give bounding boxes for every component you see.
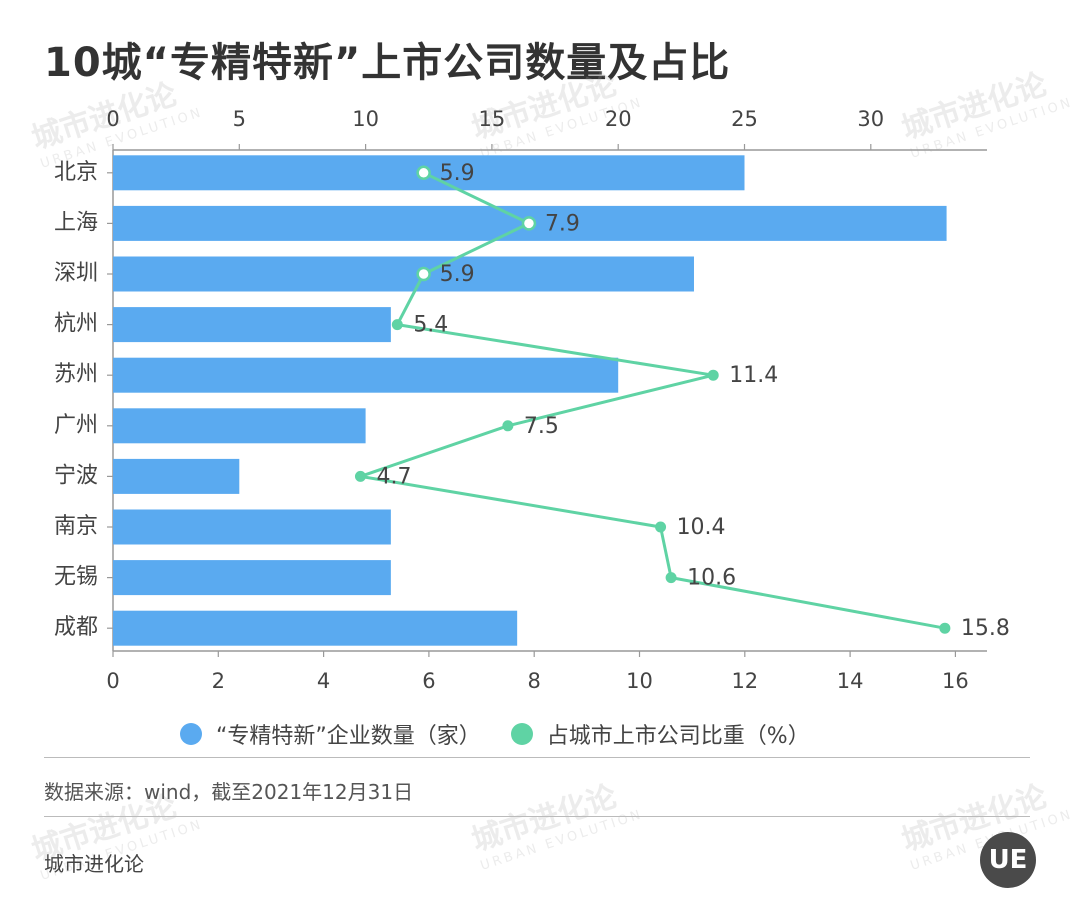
- bar: [113, 307, 391, 343]
- bottom-axis-tick-label: 4: [317, 669, 330, 693]
- bottom-axis-tick-label: 8: [528, 669, 541, 693]
- brand-logo: UE: [980, 832, 1036, 888]
- bar: [113, 560, 391, 596]
- category-label: 北京: [54, 160, 98, 185]
- bottom-axis-tick-label: 0: [106, 669, 119, 693]
- category-label: 上海: [54, 210, 98, 235]
- divider: [44, 816, 1030, 817]
- top-axis-tick-label: 25: [731, 107, 758, 131]
- ratio-data-label: 4.7: [376, 464, 411, 489]
- bar: [113, 357, 619, 393]
- ratio-point: [416, 165, 431, 181]
- ratio-data-label: 7.5: [524, 414, 559, 439]
- brand-name: 城市进化论: [44, 852, 144, 876]
- ratio-point: [655, 521, 667, 533]
- top-axis-tick-label: 0: [106, 107, 119, 131]
- ratio-data-label: 5.9: [440, 161, 475, 186]
- top-axis-tick-label: 10: [352, 107, 379, 131]
- ratio-line: [358, 171, 946, 630]
- category-label: 杭州: [54, 312, 98, 337]
- category-label: 无锡: [54, 565, 98, 590]
- top-axis-tick-label: 15: [479, 107, 506, 131]
- bottom-axis-tick-label: 6: [422, 669, 435, 693]
- top-axis-tick-label: 5: [233, 107, 246, 131]
- ratio-data-label: 10.4: [677, 515, 726, 540]
- bar: [113, 256, 694, 292]
- bar: [113, 509, 391, 545]
- bottom-axis-tick-label: 12: [731, 669, 758, 693]
- legend: “专精特新”企业数量（家） 占城市上市公司比重（%）: [180, 718, 840, 750]
- legend-marker-line: [510, 723, 533, 745]
- ratio-data-label: 10.6: [687, 566, 736, 591]
- category-label: 苏州: [54, 362, 98, 387]
- bottom-axis-tick-label: 14: [837, 669, 864, 693]
- ratio-point: [391, 319, 403, 331]
- legend-marker-bar: [180, 723, 202, 745]
- ratio-data-label: 11.4: [729, 363, 778, 388]
- top-axis-tick-label: 30: [857, 107, 884, 131]
- bar: [113, 610, 518, 646]
- legend-item-count[interactable]: “专精特新”企业数量（家）: [180, 718, 481, 750]
- top-axis-tick-label: 20: [605, 107, 632, 131]
- source-note: 数据来源：wind，截至2021年12月31日: [44, 780, 414, 804]
- legend-label-count: “专精特新”企业数量（家）: [216, 724, 481, 749]
- bottom-axis-tick-label: 2: [212, 669, 225, 693]
- ratio-point: [502, 420, 514, 432]
- bottom-axis-tick-label: 16: [942, 669, 969, 693]
- legend-item-ratio[interactable]: 占城市上市公司比重（%）: [510, 718, 810, 750]
- category-label: 成都: [54, 615, 98, 640]
- ratio-point: [354, 470, 366, 482]
- ratio-data-label: 7.9: [545, 211, 580, 236]
- bar: [113, 408, 366, 444]
- bar: [113, 458, 240, 494]
- ratio-point: [416, 266, 431, 282]
- category-label: 南京: [54, 514, 98, 539]
- ratio-point: [521, 216, 537, 231]
- category-label: 宁波: [54, 463, 98, 488]
- ratio-data-label: 5.9: [440, 262, 475, 287]
- page-title: 10城“专精特新”上市公司数量及占比: [44, 40, 731, 86]
- ratio-data-label: 15.8: [961, 616, 1010, 641]
- ratio-point: [707, 369, 719, 381]
- ratio-point: [939, 622, 951, 634]
- ratio-data-label: 5.4: [413, 313, 448, 338]
- divider: [44, 757, 1030, 758]
- bottom-axis-tick-label: 10: [626, 669, 653, 693]
- ratio-point: [665, 572, 677, 584]
- category-label: 广州: [54, 413, 98, 438]
- category-label: 深圳: [54, 261, 98, 286]
- legend-label-ratio: 占城市上市公司比重（%）: [546, 724, 810, 749]
